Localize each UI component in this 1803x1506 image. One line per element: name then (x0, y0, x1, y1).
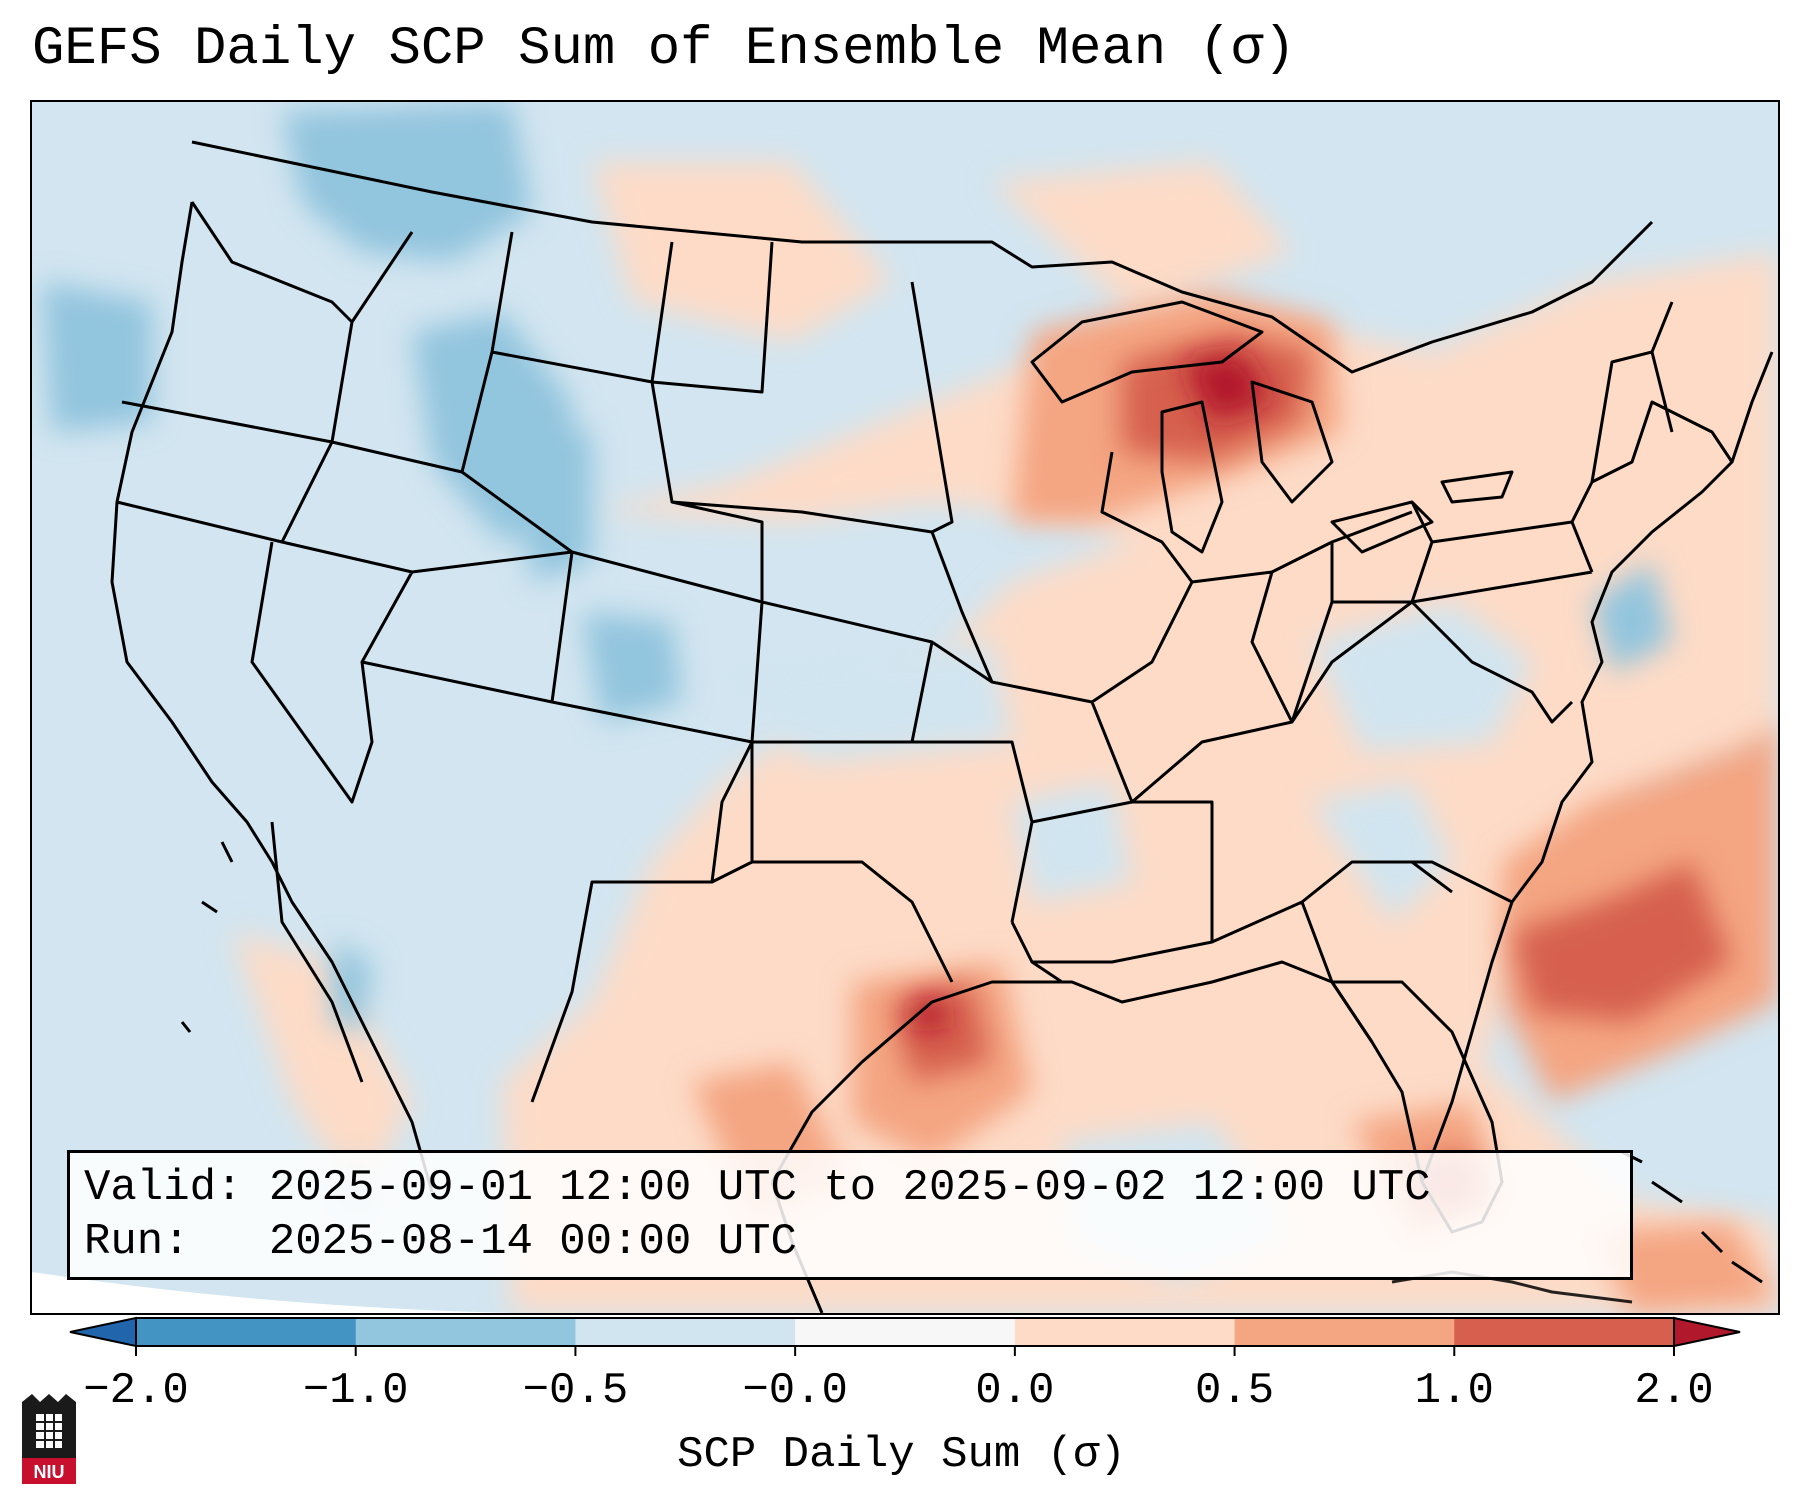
colorbar-tick-label: −2.0 (83, 1366, 189, 1416)
us-canada-border (191, 140, 1654, 374)
colorbar-extend-high (1673, 1316, 1741, 1348)
validity-info-box: Valid: 2025-09-01 12:00 UTC to 2025-09-0… (67, 1150, 1633, 1280)
domain-edge (32, 1272, 514, 1313)
logo-banner (22, 1458, 76, 1484)
colorbar-bin (575, 1318, 796, 1346)
colorbar-tick-label: −0.0 (742, 1366, 848, 1416)
lake-erie (1330, 500, 1434, 554)
run-time-text: Run: 2025-08-14 00:00 UTC (84, 1217, 797, 1267)
anomaly-max-positive (912, 352, 1272, 1032)
colorbar-label: SCP Daily Sum (σ) (677, 1430, 1126, 1480)
logo-text: NIU (34, 1462, 65, 1482)
map-panel[interactable] (30, 100, 1780, 1315)
california-islands (180, 841, 234, 1033)
lake-michigan (1160, 400, 1224, 554)
colorbar-bin (355, 1318, 576, 1346)
colorbar-bin (1014, 1318, 1236, 1346)
lake-huron (1250, 380, 1334, 504)
colorbar-tick-label: 0.0 (975, 1366, 1055, 1416)
colorbar-tick-label: 0.5 (1194, 1366, 1275, 1416)
colorbar-tick-label: 2.0 (1634, 1366, 1714, 1416)
colorbar-bin (1234, 1318, 1455, 1346)
east-coastline (1420, 351, 1774, 1183)
west-coastline (110, 201, 434, 1193)
map-title: GEFS Daily SCP Sum of Ensemble Mean (σ) (32, 19, 1296, 80)
colorbar (69, 1316, 1741, 1356)
colorbar-frame (135, 1317, 1675, 1347)
colorbar-tick-label: −1.0 (302, 1366, 409, 1416)
colorbar-tick-label: −0.5 (522, 1366, 629, 1416)
baja-coast (270, 821, 364, 1083)
valid-time-text: Valid: 2025-09-01 12:00 UTC to 2025-09-0… (84, 1163, 1431, 1213)
map-canvas (32, 102, 1778, 1313)
niu-logo: NIU (22, 1394, 76, 1484)
colorbar-bin (136, 1318, 357, 1346)
colorbar-extend-low (69, 1316, 137, 1348)
lake-superior (1030, 300, 1264, 404)
colorbar-tick-label: 1.0 (1414, 1366, 1494, 1416)
state-lines (116, 201, 1734, 1103)
anomaly-negative (42, 102, 1672, 1212)
logo-window-lines (36, 1414, 62, 1448)
lake-ontario (1440, 470, 1514, 504)
colorbar-bin (1454, 1318, 1675, 1346)
colorbar-bin (795, 1318, 1016, 1346)
